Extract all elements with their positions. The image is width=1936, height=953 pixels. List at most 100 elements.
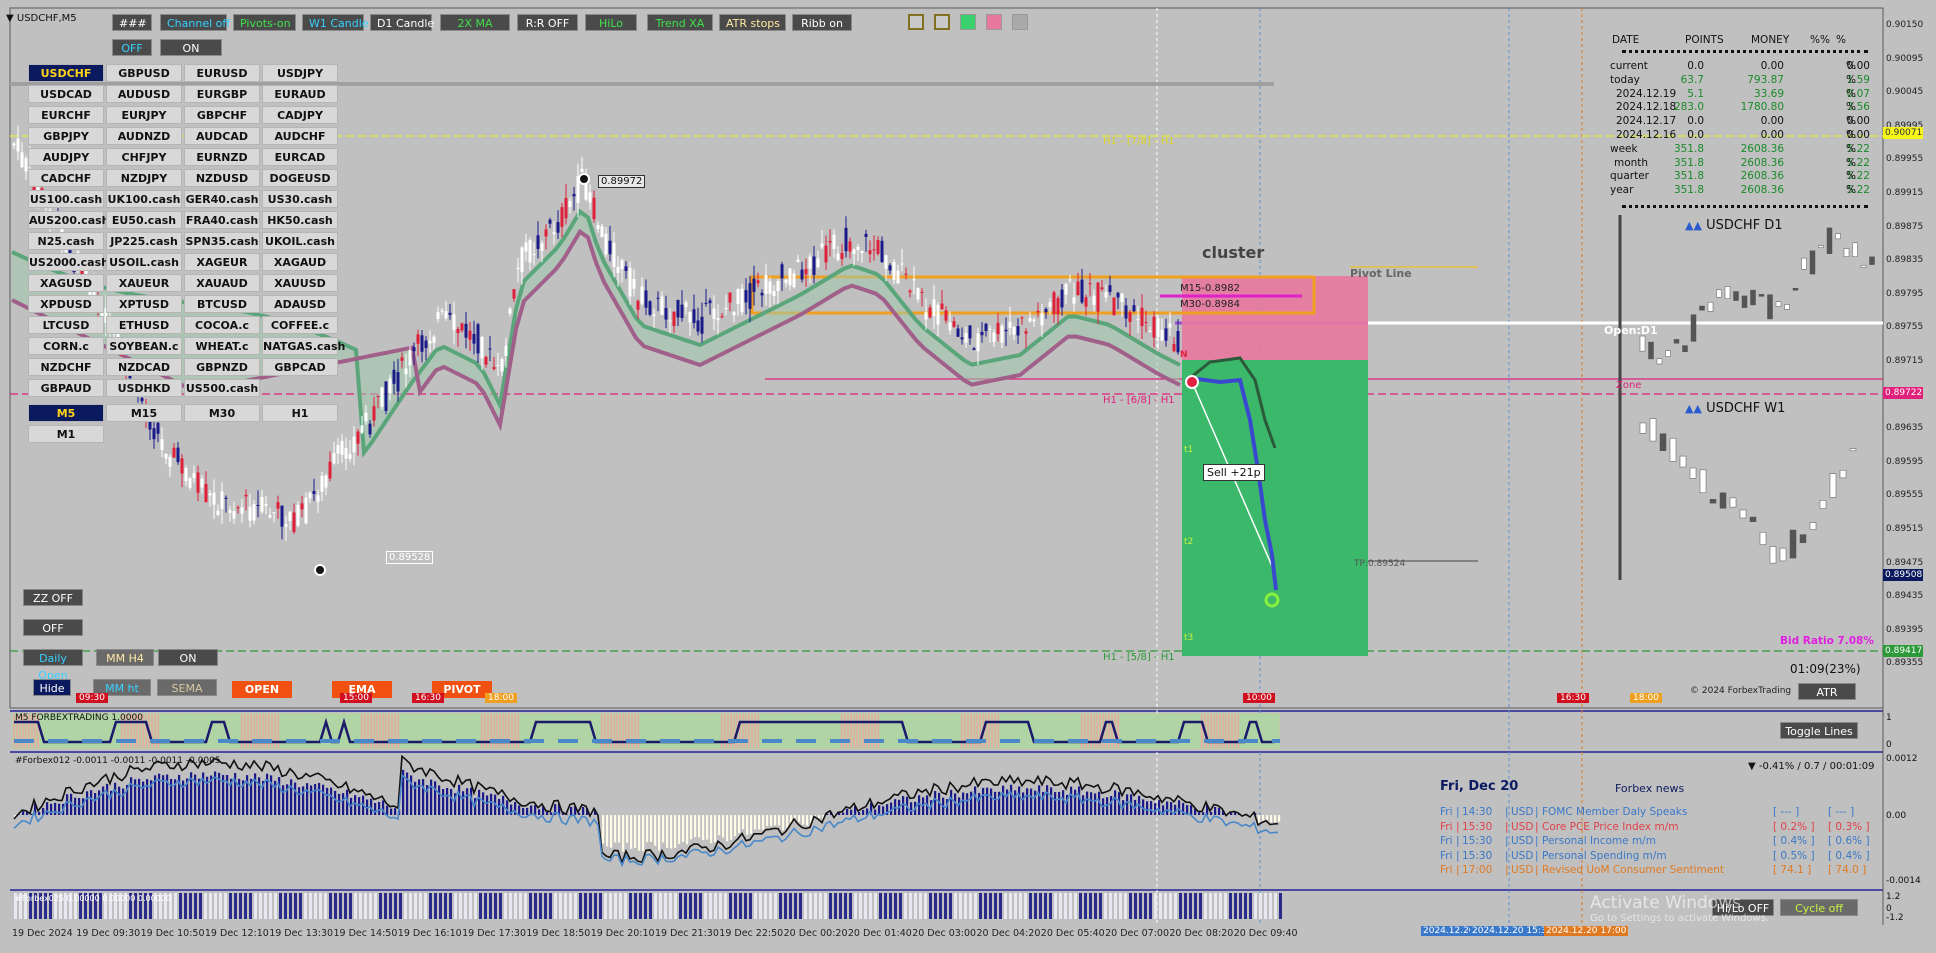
symbol-button-usdjpy[interactable]: USDJPY: [262, 64, 338, 82]
symbol-button-xagaud[interactable]: XAGAUD: [262, 253, 338, 271]
off-button[interactable]: OFF: [112, 39, 152, 56]
symbol-button-usdhkd[interactable]: USDHKD: [106, 379, 182, 397]
atr-button[interactable]: ATR: [1798, 683, 1856, 700]
symbol-button-soybean-c[interactable]: SOYBEAN.c: [106, 337, 182, 355]
color-swatch[interactable]: [1012, 14, 1028, 30]
symbol-button-xptusd[interactable]: XPTUSD: [106, 295, 182, 313]
symbol-button-eurchf[interactable]: EURCHF: [28, 106, 104, 124]
cycle-off-button[interactable]: Cycle off: [1780, 899, 1858, 916]
on-toggle-button[interactable]: ON: [158, 649, 218, 666]
symbol-button-jp225-cash[interactable]: JP225.cash: [106, 232, 182, 250]
symbol-button-nzdcad[interactable]: NZDCAD: [106, 358, 182, 376]
symbol-button-ltcusd[interactable]: LTCUSD: [28, 316, 104, 334]
hilo-off-button[interactable]: Hi/Lo OFF: [1712, 899, 1774, 916]
symbol-button-nzdchf[interactable]: NZDCHF: [28, 358, 104, 376]
symbol-button-usoil-cash[interactable]: USOIL.cash: [106, 253, 182, 271]
symbol-button-btcusd[interactable]: BTCUSD: [184, 295, 260, 313]
symbol-button-audusd[interactable]: AUDUSD: [106, 85, 182, 103]
toolbar-button-d1-candle[interactable]: D1 Candle: [370, 14, 434, 31]
timeframe-button-h1[interactable]: H1: [262, 404, 338, 422]
news-event[interactable]: Core PCE Price Index m/m: [1542, 820, 1679, 833]
symbol-button-eurusd[interactable]: EURUSD: [184, 64, 260, 82]
symbol-button-nzdjpy[interactable]: NZDJPY: [106, 169, 182, 187]
news-event[interactable]: FOMC Member Daly Speaks: [1542, 806, 1688, 818]
symbol-button-xauaud[interactable]: XAUAUD: [184, 274, 260, 292]
symbol-button-audjpy[interactable]: AUDJPY: [28, 148, 104, 166]
daily-open-button[interactable]: Daily Open: [23, 649, 83, 682]
symbol-button-natgas-cash[interactable]: NATGAS.cash: [262, 337, 345, 355]
symbol-button-us500-cash[interactable]: US500.cash: [184, 379, 260, 397]
symbol-button-spn35-cash[interactable]: SPN35.cash: [184, 232, 260, 250]
symbol-button-cadjpy[interactable]: CADJPY: [262, 106, 338, 124]
symbol-button-usdchf[interactable]: USDCHF: [28, 64, 104, 82]
symbol-button-gbpaud[interactable]: GBPAUD: [28, 379, 104, 397]
symbol-button-gbpchf[interactable]: GBPCHF: [184, 106, 260, 124]
symbol-button-chfjpy[interactable]: CHFJPY: [106, 148, 182, 166]
symbol-button-euraud[interactable]: EURAUD: [262, 85, 338, 103]
timeframe-button-m1[interactable]: M1: [28, 425, 104, 443]
toolbar-button-r-r-off[interactable]: R:R OFF: [517, 14, 578, 31]
symbol-button-cadchf[interactable]: CADCHF: [28, 169, 104, 187]
symbol-button-nzdusd[interactable]: NZDUSD: [184, 169, 260, 187]
symbol-button-eurnzd[interactable]: EURNZD: [184, 148, 260, 166]
toolbar-button-2x-ma[interactable]: 2X MA: [440, 14, 510, 31]
toolbar-button-pivots-on[interactable]: Pivots-on: [233, 14, 296, 31]
toolbar-button-ribb-on[interactable]: Ribb on: [792, 14, 852, 31]
symbol-button-wheat-c[interactable]: WHEAT.c: [184, 337, 260, 355]
symbol-button-fra40-cash[interactable]: FRA40.cash: [184, 211, 260, 229]
symbol-button-usdcad[interactable]: USDCAD: [28, 85, 104, 103]
mm-ht-button[interactable]: MM ht: [93, 679, 151, 696]
symbol-button-audnzd[interactable]: AUDNZD: [106, 127, 182, 145]
symbol-button-eurjpy[interactable]: EURJPY: [106, 106, 182, 124]
symbol-button-gbpnzd[interactable]: GBPNZD: [184, 358, 260, 376]
symbol-button-audchf[interactable]: AUDCHF: [262, 127, 338, 145]
mm-h4-button[interactable]: MM H4: [96, 649, 154, 666]
symbol-button-us30-cash[interactable]: US30.cash: [262, 190, 338, 208]
timeframe-button-m5[interactable]: M5: [28, 404, 104, 422]
open-button[interactable]: OPEN: [232, 681, 292, 698]
toolbar-button-trend-xa[interactable]: Trend XA: [647, 14, 713, 31]
symbol-button-coffee-c[interactable]: COFFEE.c: [262, 316, 338, 334]
symbol-button-us2000-cash[interactable]: US2000.cash: [28, 253, 109, 271]
symbol-button-ethusd[interactable]: ETHUSD: [106, 316, 182, 334]
symbol-button-eurgbp[interactable]: EURGBP: [184, 85, 260, 103]
toolbar-button-channel-off[interactable]: Channel off: [160, 14, 230, 31]
symbol-button-xauusd[interactable]: XAUUSD: [262, 274, 338, 292]
symbol-button-corn-c[interactable]: CORN.c: [28, 337, 104, 355]
color-swatch[interactable]: [908, 14, 924, 30]
timeframe-button-m15[interactable]: M15: [106, 404, 182, 422]
toolbar-button-w1-candle[interactable]: W1 Candle: [302, 14, 369, 31]
pivot-button[interactable]: PIVOT: [432, 681, 492, 698]
symbol-button-gbpusd[interactable]: GBPUSD: [106, 64, 182, 82]
symbol-button-dogeusd[interactable]: DOGEUSD: [262, 169, 338, 187]
symbol-button-eu50-cash[interactable]: EU50.cash: [106, 211, 182, 229]
symbol-button-us100-cash[interactable]: US100.cash: [28, 190, 104, 208]
symbol-button-eurcad[interactable]: EURCAD: [262, 148, 338, 166]
color-swatch[interactable]: [960, 14, 976, 30]
zz-off-button[interactable]: ZZ OFF: [23, 589, 83, 606]
symbol-button-ger40-cash[interactable]: GER40.cash: [184, 190, 260, 208]
symbol-button-adausd[interactable]: ADAUSD: [262, 295, 338, 313]
off-toggle-button[interactable]: OFF: [23, 619, 83, 636]
on-button[interactable]: ON: [160, 39, 222, 56]
symbol-button-xagusd[interactable]: XAGUSD: [28, 274, 104, 292]
symbol-button-hk50-cash[interactable]: HK50.cash: [262, 211, 338, 229]
symbol-button-xageur[interactable]: XAGEUR: [184, 253, 260, 271]
symbol-button-xaueur[interactable]: XAUEUR: [106, 274, 182, 292]
toolbar-button-hilo[interactable]: HiLo: [585, 14, 637, 31]
sema-button[interactable]: SEMA: [157, 679, 217, 696]
color-swatch[interactable]: [986, 14, 1002, 30]
symbol-button-gbpjpy[interactable]: GBPJPY: [28, 127, 104, 145]
symbol-button-cocoa-c[interactable]: COCOA.c: [184, 316, 260, 334]
toggle-lines-button[interactable]: Toggle Lines: [1780, 722, 1858, 739]
symbol-button-uk100-cash[interactable]: UK100.cash: [106, 190, 182, 208]
news-event[interactable]: Revised UoM Consumer Sentiment: [1542, 864, 1725, 876]
symbol-button-audcad[interactable]: AUDCAD: [184, 127, 260, 145]
symbol-button-xpdusd[interactable]: XPDUSD: [28, 295, 104, 313]
color-swatch[interactable]: [934, 14, 950, 30]
timeframe-button-m30[interactable]: M30: [184, 404, 260, 422]
toolbar-button-[interactable]: ###: [112, 14, 152, 31]
news-event[interactable]: Personal Income m/m: [1542, 835, 1656, 847]
toolbar-button-atr-stops[interactable]: ATR stops: [719, 14, 786, 31]
